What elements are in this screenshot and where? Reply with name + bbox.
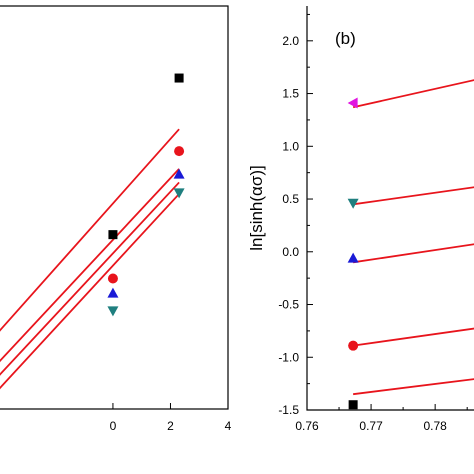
panel-a-triangle-down-point [173, 188, 185, 199]
panel-a-circle-point [107, 273, 118, 284]
panel-b-ticks: 2.0 1.5 1.0 0.5 0.0 -0.5 -1.0 -1.5 0.76 0.77 0.78 [278, 13, 468, 433]
panel-a-triangle-down-point [107, 306, 119, 317]
panel-a-square-point [174, 73, 184, 83]
panel-a-x-ticks: 0 2 4 [110, 403, 232, 433]
panel-a-frame [0, 5, 229, 410]
panel-a-x-tick-label: 4 [225, 419, 232, 433]
panel-b-y-tick-label: -0.5 [278, 298, 299, 312]
panel-b-y-axis-label: ln[sinh(ασ)] [247, 165, 266, 251]
panel-a-fit-line [0, 128, 180, 332]
panel-a: 0 2 4 [0, 5, 232, 433]
panel-b-axes [306, 6, 474, 411]
panel-b-triangle-left-point [347, 97, 358, 109]
panel-b-label: (b) [335, 29, 356, 48]
panel-a-square-point [108, 230, 118, 240]
panel-b-circle-point [348, 340, 359, 351]
panel-b-y-tick-label: 0.0 [282, 245, 299, 259]
panel-a-x-tick-label: 0 [110, 419, 117, 433]
panel-b-x-tick-label: 0.76 [295, 419, 319, 433]
panel-b-fit-line [353, 378, 474, 396]
panel-b-fit-line [353, 327, 474, 347]
panel-b-x-tick-label: 0.77 [359, 419, 383, 433]
panel-b-y-tick-label: 1.0 [282, 139, 299, 153]
panel-b-triangle-down-point [347, 198, 359, 209]
panel-b-fit-line [352, 79, 474, 109]
panel-a-fit-lines [0, 128, 180, 390]
panel-b-x-tick-label: 0.78 [423, 419, 447, 433]
panel-b-fit-line [353, 243, 474, 264]
panel-b-triangle-up-point [347, 252, 359, 263]
panel-b-y-tick-label: 0.5 [282, 192, 299, 206]
panel-b: 2.01.51.00.50.0-0.5-1.0-1.50.76 0.77 0.78 … [247, 6, 474, 433]
panel-b-square-point [348, 400, 358, 410]
panel-b-fit-line [353, 186, 474, 206]
panel-a-fit-line [0, 193, 180, 390]
panel-a-data-points [107, 73, 185, 317]
panel-a-triangle-up-point [107, 287, 119, 298]
panel-b-y-tick-label: 2.0 [282, 34, 299, 48]
panel-a-fit-line [0, 181, 180, 376]
panel-a-fit-line [0, 168, 180, 363]
panel-a-circle-point [174, 146, 185, 157]
panel-b-fit-lines [352, 79, 474, 396]
panel-b-y-tick-label: -1.5 [278, 403, 299, 417]
panel-b-y-tick-label: -1.0 [278, 350, 299, 364]
panel-b-data-points [347, 97, 359, 410]
panel-a-triangle-up-point [173, 168, 185, 179]
panel-a-x-tick-label: 2 [167, 419, 174, 433]
panel-b-y-tick-label: 1.5 [282, 87, 299, 101]
